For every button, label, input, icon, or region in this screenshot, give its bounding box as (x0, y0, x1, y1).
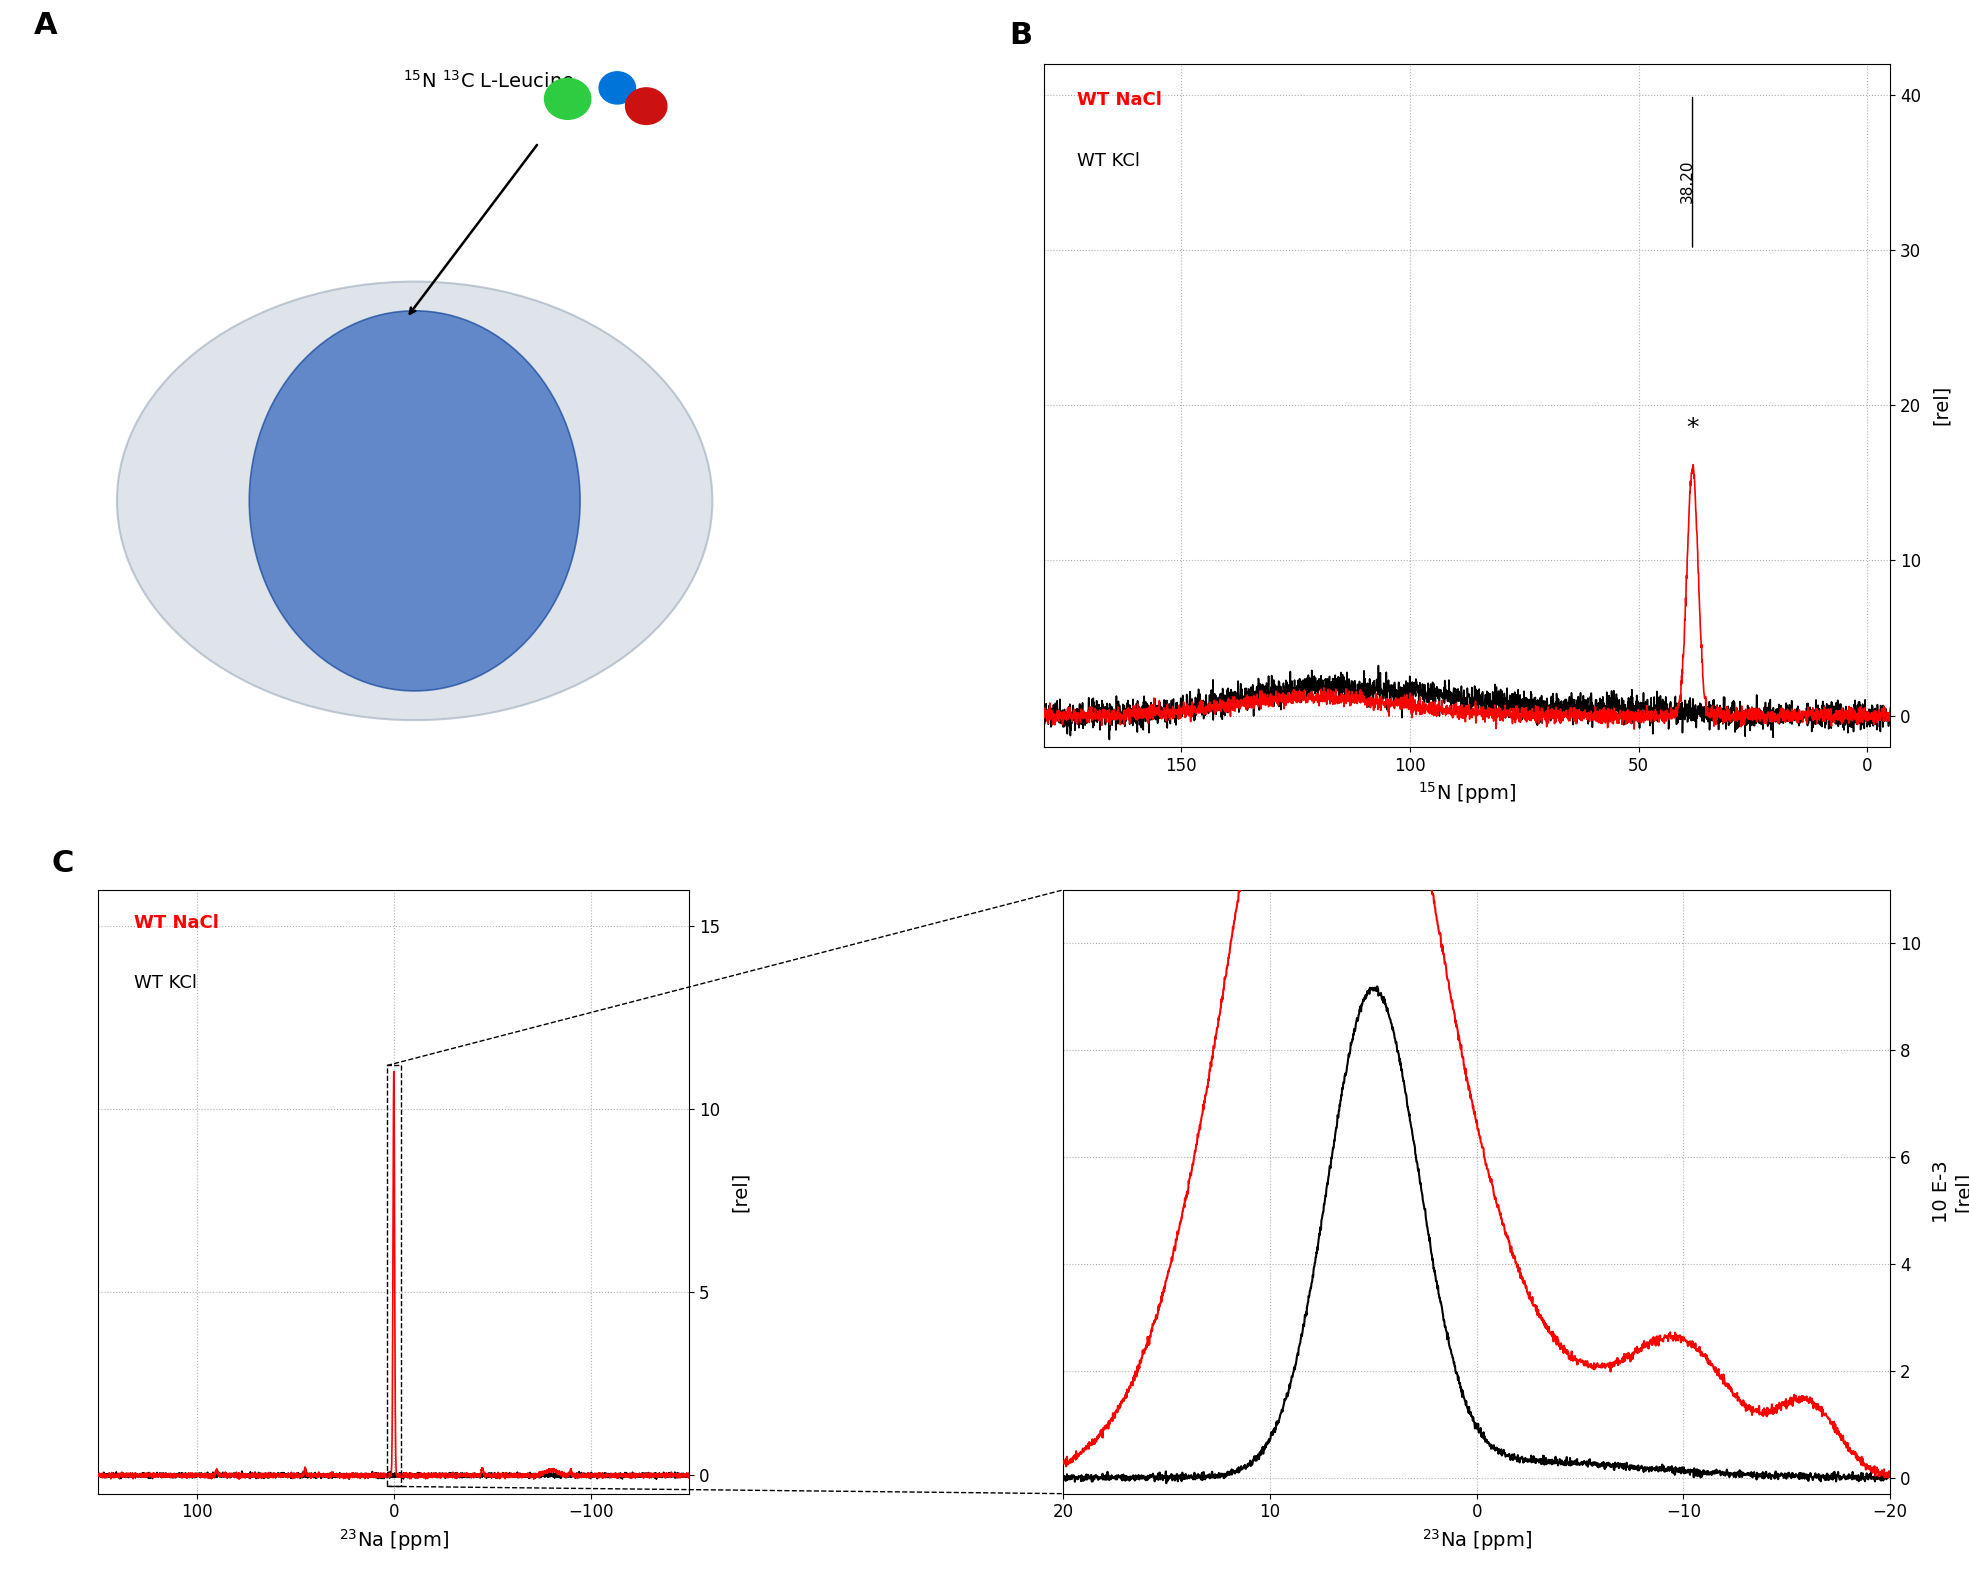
Text: WT NaCl: WT NaCl (1077, 91, 1162, 110)
Y-axis label: [rel]: [rel] (1932, 385, 1951, 426)
Circle shape (599, 72, 636, 103)
Text: WT KCl: WT KCl (1077, 153, 1140, 170)
Text: WT NaCl: WT NaCl (134, 914, 219, 933)
Text: 38.20: 38.20 (1680, 160, 1695, 203)
Text: B: B (1010, 21, 1034, 49)
Ellipse shape (250, 311, 581, 691)
Circle shape (545, 78, 591, 119)
Y-axis label: 10 E-3
[rel]: 10 E-3 [rel] (1932, 1160, 1969, 1224)
X-axis label: $^{15}$N [ppm]: $^{15}$N [ppm] (1418, 780, 1516, 806)
Text: WT KCl: WT KCl (134, 974, 197, 993)
Text: $^{15}$N $^{13}$C L-Leucine: $^{15}$N $^{13}$C L-Leucine (404, 70, 575, 92)
Y-axis label: [rel]: [rel] (730, 1171, 750, 1212)
Bar (386, 1066, 402, 1486)
X-axis label: $^{23}$Na [ppm]: $^{23}$Na [ppm] (339, 1527, 449, 1552)
Text: A: A (33, 11, 57, 40)
Text: C: C (51, 849, 73, 877)
Ellipse shape (116, 281, 713, 720)
Text: *: * (1685, 416, 1699, 440)
X-axis label: $^{23}$Na [ppm]: $^{23}$Na [ppm] (1422, 1527, 1532, 1552)
Circle shape (626, 87, 667, 124)
